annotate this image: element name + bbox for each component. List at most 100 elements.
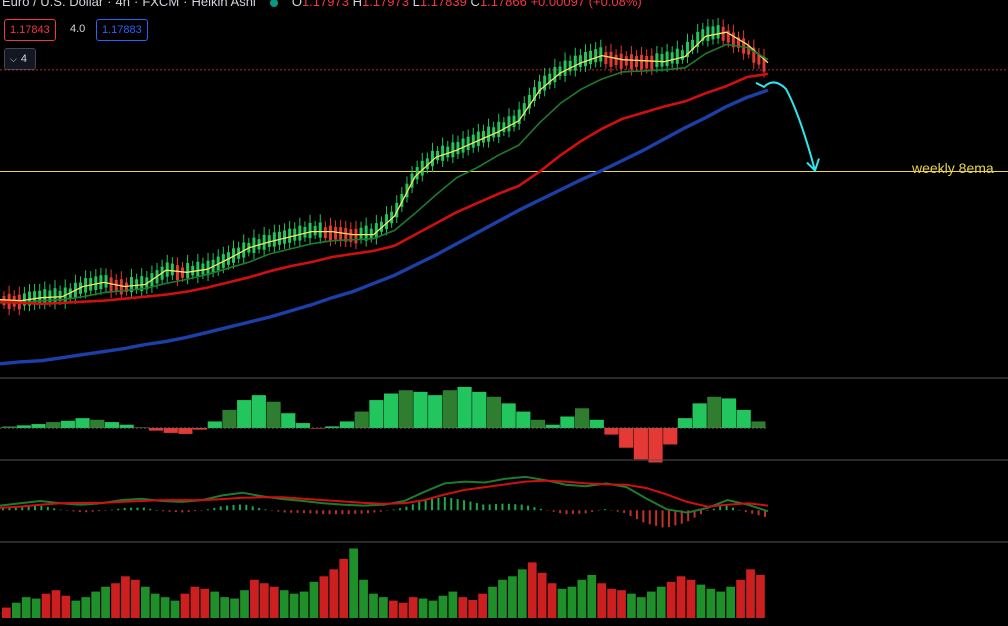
candle-body	[675, 48, 679, 64]
volume-bar	[637, 597, 646, 618]
volume-bar	[547, 583, 557, 618]
candle-body	[532, 87, 536, 102]
macd-histogram-bar	[546, 510, 549, 511]
candle-body	[201, 263, 205, 275]
candle-body	[119, 279, 123, 295]
volume-bar	[220, 597, 230, 618]
candle-body	[538, 81, 542, 94]
open-value: 1.17973	[301, 0, 349, 9]
oscillator-bar	[736, 409, 751, 428]
macd-histogram-bar	[680, 510, 683, 524]
oscillator-bar	[648, 428, 663, 463]
symbol-name[interactable]: Euro / U.S. Dollar	[2, 0, 104, 9]
volume-bar	[537, 572, 547, 618]
oscillator-bar	[16, 425, 31, 428]
candle-body	[303, 227, 307, 238]
oscillator-bar	[207, 421, 222, 428]
macd-histogram-bar	[130, 507, 133, 511]
candle-body	[344, 228, 348, 242]
candle-body	[660, 53, 664, 67]
candle-body	[446, 146, 450, 158]
candle-body	[415, 167, 419, 180]
sell-price-button[interactable]: 1.17843	[4, 19, 56, 41]
candle-body	[522, 103, 526, 116]
chart-style-label: Heikin Ashi	[191, 0, 256, 9]
macd-histogram-bar	[501, 503, 504, 511]
macd-histogram-bar	[181, 510, 184, 513]
macd-histogram-bar	[642, 510, 645, 523]
candle-body	[436, 151, 440, 161]
interval-label[interactable]: 4h	[115, 0, 130, 9]
candle-body	[385, 214, 389, 230]
buy-price-button[interactable]: 1.17883	[96, 19, 148, 41]
oscillator-bar	[413, 391, 428, 428]
candle-body	[369, 228, 373, 239]
macd-histogram-bar	[738, 509, 741, 511]
macd-histogram-bar	[475, 503, 478, 511]
volume-bar	[71, 600, 81, 618]
candle-body	[512, 115, 516, 128]
volume-panel[interactable]	[2, 548, 765, 618]
candle-body	[252, 237, 256, 253]
oscillator-bar	[398, 390, 413, 428]
candle-body	[94, 276, 98, 291]
candle-body	[323, 227, 327, 239]
candle-body	[354, 228, 358, 244]
candle-body	[339, 227, 343, 242]
macd-histogram-bar	[98, 510, 101, 512]
macd-histogram-bar	[277, 510, 280, 512]
candle-body	[390, 211, 394, 224]
macd-histogram-bar	[46, 506, 49, 511]
oscillator-bar	[31, 424, 46, 428]
candle-body	[140, 276, 144, 292]
macd-histogram-bar	[443, 497, 446, 511]
candle-body	[191, 265, 195, 276]
candle-body	[691, 39, 695, 51]
macd-histogram-bar	[315, 510, 318, 514]
macd-panel[interactable]	[0, 475, 769, 528]
macd-histogram-bar	[757, 510, 760, 516]
candle-body	[680, 50, 684, 60]
candle-body	[716, 25, 720, 39]
indicators-toggle-button[interactable]: ⌵ 4	[4, 48, 36, 70]
candle-body	[543, 75, 547, 91]
macd-histogram-bar	[110, 509, 113, 511]
oscillator-panel[interactable]	[0, 386, 768, 463]
macd-histogram-bar	[213, 507, 216, 511]
price-panel[interactable]	[0, 18, 1008, 366]
volume-bar	[666, 581, 676, 618]
candle-body	[420, 160, 424, 176]
volume-bar	[498, 579, 507, 618]
candle-body	[430, 150, 434, 167]
volume-bar	[359, 579, 368, 618]
candle-body	[308, 222, 312, 239]
candle-body	[640, 54, 644, 70]
candle-body	[33, 291, 37, 305]
volume-bar	[627, 593, 636, 618]
macd-histogram-bar	[527, 505, 530, 511]
oscillator-bar	[325, 426, 340, 428]
macd-histogram-bar	[495, 504, 498, 511]
macd-histogram-bar	[431, 498, 434, 511]
oscillator-bar	[222, 409, 237, 428]
macd-histogram-bar	[764, 510, 766, 517]
volume-bar	[299, 591, 309, 618]
oscillator-bar	[428, 395, 443, 428]
market-status-icon	[269, 0, 278, 7]
candle-body	[726, 30, 730, 43]
candle-body	[272, 232, 276, 247]
candle-body	[757, 53, 761, 65]
oscillator-bar	[530, 419, 546, 428]
candle-body	[400, 193, 404, 207]
oscillator-bar	[178, 428, 193, 434]
macd-histogram-bar	[719, 506, 722, 511]
candle-body	[175, 265, 179, 281]
macd-histogram-bar	[405, 506, 408, 511]
macd-histogram-bar	[437, 497, 440, 511]
volume-bar	[617, 590, 626, 618]
candle-body	[665, 51, 669, 67]
macd-histogram-bar	[661, 510, 664, 528]
volume-bar	[686, 579, 696, 618]
volume-bar	[130, 579, 140, 618]
